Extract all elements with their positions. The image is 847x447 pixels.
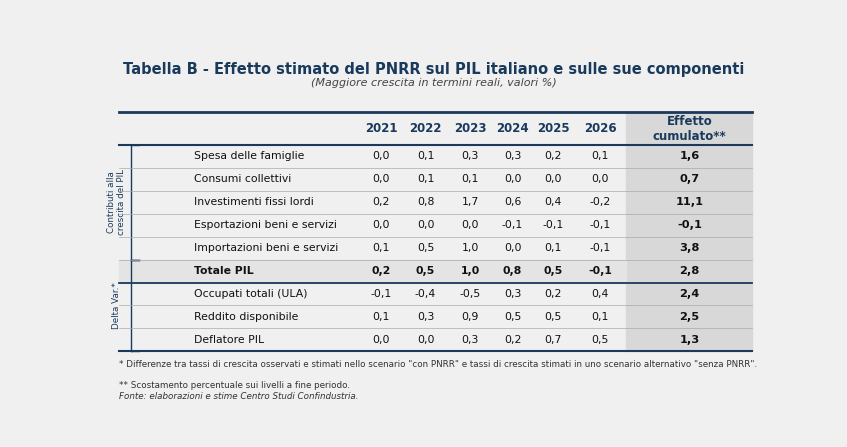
Text: 0,0: 0,0: [372, 335, 390, 345]
Text: 0,1: 0,1: [372, 312, 390, 322]
Text: -0,1: -0,1: [677, 220, 702, 230]
Text: -0,5: -0,5: [460, 289, 481, 299]
Text: Effetto
cumulato**: Effetto cumulato**: [652, 114, 727, 143]
Text: 0,5: 0,5: [504, 312, 521, 322]
Text: 0,0: 0,0: [417, 335, 435, 345]
Text: 1,0: 1,0: [461, 266, 479, 276]
Text: 0,0: 0,0: [504, 174, 521, 184]
Text: 2021: 2021: [365, 122, 397, 135]
Text: * Differenze tra tassi di crescita osservati e stimati nello scenario "con PNRR": * Differenze tra tassi di crescita osser…: [119, 360, 757, 369]
Text: 0,8: 0,8: [503, 266, 522, 276]
Text: 0,0: 0,0: [504, 243, 521, 253]
Text: 0,1: 0,1: [372, 243, 390, 253]
Text: 0,3: 0,3: [504, 289, 521, 299]
Text: 2,5: 2,5: [679, 312, 700, 322]
Text: Consumi collettivi: Consumi collettivi: [195, 174, 291, 184]
Bar: [119, 260, 627, 283]
Text: Investimenti fissi lordi: Investimenti fissi lordi: [195, 197, 314, 207]
Text: 0,6: 0,6: [504, 197, 521, 207]
Text: 2026: 2026: [584, 122, 617, 135]
Text: -0,2: -0,2: [590, 197, 611, 207]
Text: -0,1: -0,1: [590, 243, 611, 253]
Text: 0,0: 0,0: [372, 152, 390, 161]
Text: 0,8: 0,8: [417, 197, 435, 207]
Text: 0,1: 0,1: [591, 312, 609, 322]
Text: 0,0: 0,0: [417, 220, 435, 230]
Text: Delta Var.*: Delta Var.*: [112, 282, 121, 329]
Text: 0,0: 0,0: [591, 174, 609, 184]
Text: 2,8: 2,8: [679, 266, 700, 276]
Text: 11,1: 11,1: [675, 197, 704, 207]
Text: 3,8: 3,8: [679, 243, 700, 253]
Text: 1,7: 1,7: [462, 197, 479, 207]
Text: 0,1: 0,1: [462, 174, 479, 184]
Text: 2,4: 2,4: [679, 289, 700, 299]
Text: 0,2: 0,2: [371, 266, 390, 276]
Text: 0,7: 0,7: [545, 335, 562, 345]
Text: 2025: 2025: [537, 122, 569, 135]
Text: Deflatore PIL: Deflatore PIL: [195, 335, 264, 345]
Text: Tabella B - Effetto stimato del PNRR sul PIL italiano e sulle sue componenti: Tabella B - Effetto stimato del PNRR sul…: [124, 62, 745, 77]
Text: ** Scostamento percentuale sui livelli a fine periodo.: ** Scostamento percentuale sui livelli a…: [119, 381, 350, 390]
Text: 0,3: 0,3: [417, 312, 435, 322]
Text: 0,5: 0,5: [416, 266, 435, 276]
Text: -0,1: -0,1: [590, 220, 611, 230]
Text: 0,2: 0,2: [545, 152, 562, 161]
Text: 0,1: 0,1: [417, 152, 435, 161]
Text: -0,1: -0,1: [543, 220, 564, 230]
Text: 1,0: 1,0: [462, 243, 479, 253]
Text: Esportazioni beni e servizi: Esportazioni beni e servizi: [195, 220, 337, 230]
Text: 0,9: 0,9: [462, 312, 479, 322]
Text: 0,1: 0,1: [591, 152, 609, 161]
Text: -0,4: -0,4: [415, 289, 436, 299]
Text: 0,5: 0,5: [417, 243, 435, 253]
Text: 2024: 2024: [496, 122, 529, 135]
Text: -0,1: -0,1: [588, 266, 612, 276]
Text: (Maggiore crescita in termini reali, valori %): (Maggiore crescita in termini reali, val…: [311, 78, 557, 88]
Text: 0,3: 0,3: [504, 152, 521, 161]
Text: Importazioni beni e servizi: Importazioni beni e servizi: [195, 243, 339, 253]
Text: 0,5: 0,5: [544, 266, 563, 276]
Text: Reddito disponibile: Reddito disponibile: [195, 312, 299, 322]
Text: 0,0: 0,0: [372, 220, 390, 230]
Text: Spesa delle famiglie: Spesa delle famiglie: [195, 152, 305, 161]
Text: 1,6: 1,6: [679, 152, 700, 161]
Text: 0,5: 0,5: [545, 312, 562, 322]
Text: 2023: 2023: [454, 122, 486, 135]
Text: 0,0: 0,0: [545, 174, 562, 184]
Text: 0,5: 0,5: [591, 335, 609, 345]
Text: 0,3: 0,3: [462, 152, 479, 161]
Text: -0,1: -0,1: [502, 220, 523, 230]
Text: 0,2: 0,2: [545, 289, 562, 299]
Text: 0,2: 0,2: [372, 197, 390, 207]
Text: 0,0: 0,0: [462, 220, 479, 230]
Text: -0,1: -0,1: [370, 289, 391, 299]
Text: Fonte: elaborazioni e stime Centro Studi Confindustria.: Fonte: elaborazioni e stime Centro Studi…: [119, 392, 358, 401]
Text: 0,2: 0,2: [504, 335, 521, 345]
Text: 1,3: 1,3: [679, 335, 700, 345]
Text: 0,1: 0,1: [417, 174, 435, 184]
Text: 0,3: 0,3: [462, 335, 479, 345]
Text: 0,7: 0,7: [679, 174, 700, 184]
Text: 0,1: 0,1: [545, 243, 562, 253]
Text: 0,4: 0,4: [545, 197, 562, 207]
Text: Totale PIL: Totale PIL: [195, 266, 254, 276]
Text: Occupati totali (ULA): Occupati totali (ULA): [195, 289, 308, 299]
Text: 2022: 2022: [409, 122, 442, 135]
Text: Contributi alla
crescita del PIL: Contributi alla crescita del PIL: [107, 169, 126, 235]
Text: 0,0: 0,0: [372, 174, 390, 184]
Text: 0,4: 0,4: [591, 289, 609, 299]
